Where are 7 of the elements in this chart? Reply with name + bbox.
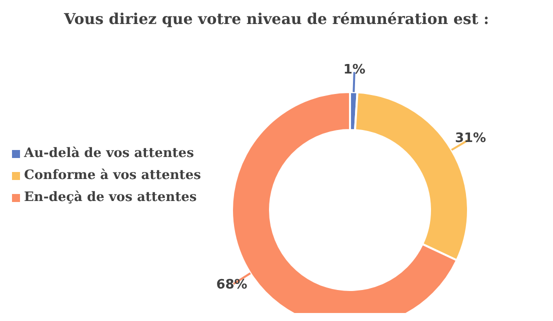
data-label: 1% bbox=[343, 62, 366, 78]
legend-label: Au-delà de vos attentes bbox=[24, 145, 194, 163]
data-label: 31% bbox=[454, 131, 486, 146]
chart-title: Vous diriez que votre niveau de rémunération est : bbox=[62, 10, 490, 28]
legend-label: Conforme à vos attentes bbox=[24, 167, 201, 185]
legend-label: En-deçà de vos attentes bbox=[24, 189, 197, 207]
data-label: 68% bbox=[216, 278, 248, 293]
